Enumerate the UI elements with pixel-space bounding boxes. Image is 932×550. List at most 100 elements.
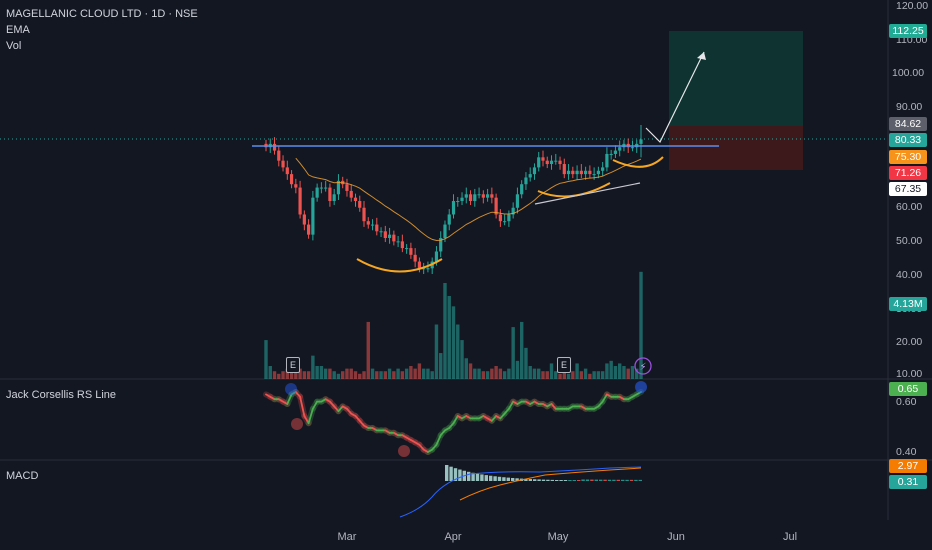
symbol-title[interactable]: MAGELLANIC CLOUD LTD · 1D · NSE: [6, 8, 198, 20]
candle-body: [452, 201, 455, 214]
candle-body: [456, 201, 459, 202]
volume-bar: [533, 369, 536, 379]
candle-body: [610, 154, 613, 155]
price-tick: 100.00: [892, 67, 924, 79]
volume-bar: [627, 369, 630, 379]
volume-bar: [456, 325, 459, 379]
volume-bar: [609, 361, 612, 379]
volume-bar: [592, 371, 595, 379]
volume-bar: [311, 356, 314, 379]
macd-hist-bar: [639, 480, 642, 481]
rs-new-high-marker[interactable]: [285, 383, 297, 395]
macd-hist-bar: [590, 480, 593, 481]
stop-zone[interactable]: [669, 126, 803, 170]
volume-bar: [631, 366, 634, 379]
macd-hist-bar: [559, 480, 562, 481]
candle-body: [443, 225, 446, 238]
ema-legend[interactable]: EMA: [6, 24, 30, 36]
candle-body: [541, 157, 544, 160]
macd-hist-bar: [581, 479, 584, 481]
candle-body: [563, 164, 566, 174]
macd-hist-bar: [529, 479, 532, 481]
price-tick: 120.00: [896, 0, 928, 12]
volume-badge[interactable]: 4.13M: [889, 297, 927, 311]
candle-body: [499, 214, 502, 221]
candle-body: [593, 174, 596, 175]
candle-body: [597, 171, 600, 174]
price-tick: 60.00: [896, 201, 922, 213]
rs-pane-title[interactable]: Jack Corsellis RS Line: [6, 389, 116, 401]
candle-body: [550, 161, 553, 164]
ema-price-badge[interactable]: 75.30: [889, 150, 927, 164]
earnings-marker[interactable]: E: [286, 357, 300, 373]
volume-bar: [362, 371, 365, 379]
candle-body: [281, 161, 284, 168]
vol-legend[interactable]: Vol: [6, 40, 21, 52]
rs-value-badge[interactable]: 0.65: [889, 382, 927, 396]
candle-body: [614, 151, 617, 154]
macd-hist-bar: [502, 477, 505, 481]
stop-price-badge[interactable]: 71.26: [889, 166, 927, 180]
candle-body: [524, 177, 527, 184]
candle-body: [571, 171, 574, 174]
trend-support-line[interactable]: [535, 183, 640, 204]
volume-bar: [494, 366, 497, 379]
rs-new-high-marker[interactable]: [635, 381, 647, 393]
time-label-apr: Apr: [444, 531, 461, 543]
volume-bar: [558, 374, 561, 379]
volume-bar: [580, 371, 583, 379]
candlesticks: [264, 125, 642, 274]
earnings-marker[interactable]: E: [557, 357, 571, 373]
macd-hist-bar: [551, 480, 554, 481]
target-price-badge[interactable]: 112.25: [889, 24, 927, 38]
rs-low-marker[interactable]: [291, 418, 303, 430]
volume-bar: [269, 366, 272, 379]
candle-body: [397, 241, 400, 242]
volume-bar: [430, 371, 433, 379]
macd-hist-bar: [449, 467, 452, 481]
macd-hist-bar: [564, 480, 567, 481]
volume-bar: [443, 283, 446, 379]
macd-hist-bar: [489, 476, 492, 481]
volume-bar: [281, 371, 284, 379]
macd-pane-title[interactable]: MACD: [6, 470, 38, 482]
candle-body: [486, 194, 489, 197]
time-label-may: May: [548, 531, 569, 543]
candle-body: [277, 151, 280, 161]
candle-body: [388, 235, 391, 238]
price-tick: 10.00: [896, 368, 922, 380]
volume-bar: [499, 369, 502, 379]
macd-value-badge[interactable]: 2.97: [889, 459, 927, 473]
candle-body: [294, 184, 297, 187]
candle-body: [469, 194, 472, 201]
price-tick: 40.00: [896, 269, 922, 281]
rs-low-marker[interactable]: [398, 445, 410, 457]
target-zone[interactable]: [669, 31, 803, 126]
candle-body: [460, 198, 463, 201]
last-price-badge[interactable]: 80.33: [889, 133, 927, 147]
volume-bar: [367, 322, 370, 379]
candle-body: [358, 201, 361, 208]
volume-bar: [469, 363, 472, 379]
price-tick: 90.00: [896, 101, 922, 113]
macd-hist-badge[interactable]: 0.31: [889, 475, 927, 489]
candle-body: [414, 255, 417, 262]
high-price-badge[interactable]: 84.62: [889, 117, 927, 131]
volume-bar: [477, 369, 480, 379]
macd-hist-bar: [555, 480, 558, 481]
volume-bar: [418, 363, 421, 379]
cup-base-curve[interactable]: [357, 259, 442, 272]
candle-body: [371, 225, 374, 226]
macd-hist-bar: [493, 476, 496, 481]
volume-bar: [307, 371, 310, 379]
candle-body: [354, 198, 357, 201]
candle-body: [426, 268, 429, 269]
support-price-badge[interactable]: 67.35: [889, 182, 927, 196]
pivot-base-curve[interactable]: [613, 157, 663, 167]
candle-body: [631, 147, 634, 148]
candle-body: [618, 147, 621, 150]
price-tick: 50.00: [896, 235, 922, 247]
macd-hist-bar: [507, 478, 510, 481]
volume-bar: [516, 361, 519, 379]
